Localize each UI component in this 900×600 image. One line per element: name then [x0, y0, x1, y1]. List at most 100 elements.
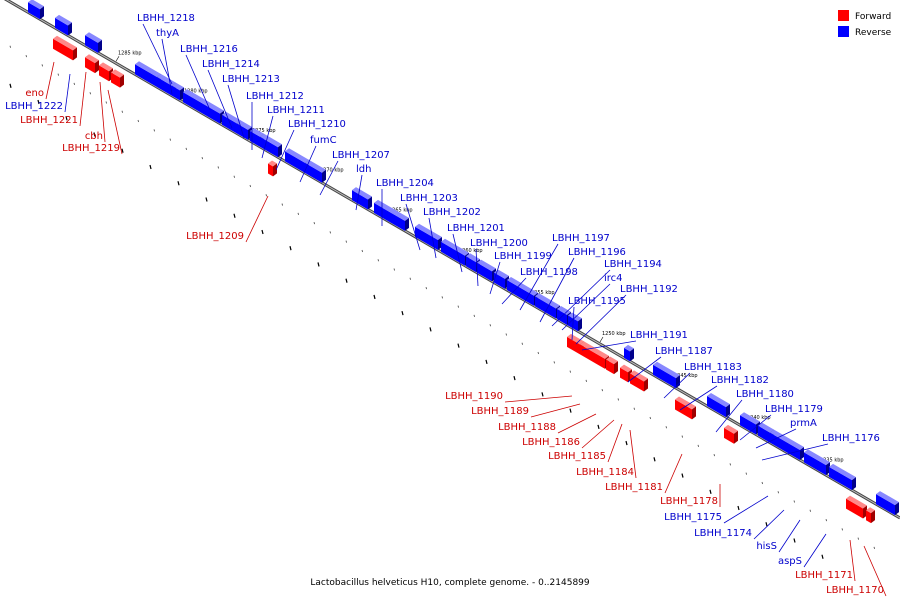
- gene-label-LBHH_1218[interactable]: LBHH_1218: [137, 13, 195, 85]
- gene-label-LBHH_1170[interactable]: LBHH_1170: [826, 545, 887, 597]
- gene-side: [98, 39, 102, 53]
- gene-label-LBHH_1211[interactable]: LBHH_1211: [261, 105, 325, 159]
- gene-label-LBHH_1181[interactable]: LBHH_1181: [605, 453, 683, 494]
- gene-body: [866, 510, 871, 524]
- gene-label-LBHH_1185[interactable]: LBHH_1185: [548, 423, 623, 463]
- gene-label-LBHH_1203[interactable]: LBHH_1203: [400, 193, 458, 251]
- gene-label-LBHH_1178[interactable]: LBHH_1178: [660, 484, 721, 507]
- gene-label-LBHH_1201[interactable]: LBHH_1201: [447, 223, 505, 273]
- reverse-gene-block[interactable]: [829, 463, 856, 491]
- forward-gene-block[interactable]: [85, 54, 99, 74]
- gene-label-irc4[interactable]: irc4: [561, 273, 623, 331]
- scale-dot: [57, 73, 60, 76]
- reverse-gene-block[interactable]: [260, 133, 282, 158]
- gene-label-LBHH_1221[interactable]: LBHH_1221: [20, 71, 87, 127]
- reverse-gene-block[interactable]: [804, 449, 830, 476]
- gene-label-aspS[interactable]: aspS: [778, 533, 827, 568]
- reverse-gene-block[interactable]: [28, 0, 44, 20]
- reverse-gene-block[interactable]: [624, 344, 634, 362]
- gene-label-LBHH_1214[interactable]: LBHH_1214: [202, 59, 260, 129]
- gene-label-LBHH_1189[interactable]: LBHH_1189: [471, 403, 581, 418]
- forward-gene-block[interactable]: [675, 396, 696, 420]
- reverse-gene-block[interactable]: [876, 491, 899, 516]
- leader-line: [863, 545, 887, 597]
- scale-dot: [489, 324, 492, 327]
- gene-label-LBHH_1188[interactable]: LBHH_1188: [498, 413, 597, 434]
- gene-top: [707, 393, 730, 408]
- gene-label-LBHH_1207[interactable]: LBHH_1207: [319, 150, 390, 196]
- reverse-gene-block[interactable]: [374, 199, 409, 231]
- gene-label-LBHH_1202[interactable]: LBHH_1202: [423, 207, 481, 259]
- gene-label-text: thyA: [156, 28, 179, 39]
- scale-dot: [793, 538, 796, 543]
- gene-label-LBHH_1222[interactable]: LBHH_1222: [5, 73, 71, 113]
- gene-label-LBHH_1174[interactable]: LBHH_1174: [694, 509, 785, 540]
- gene-label-LBHH_1190[interactable]: LBHH_1190: [445, 391, 573, 403]
- gene-label-LBHH_1187[interactable]: LBHH_1187: [627, 346, 713, 383]
- gene-label-LBHH_1175[interactable]: LBHH_1175: [664, 495, 769, 524]
- gene-label-LBHH_1186[interactable]: LBHH_1186: [522, 419, 615, 449]
- scale-dot: [105, 101, 108, 104]
- forward-gene-block[interactable]: [99, 62, 113, 82]
- scale-dot: [537, 351, 540, 355]
- gene-label-eno[interactable]: eno: [25, 61, 55, 100]
- reverse-gene-block[interactable]: [55, 14, 72, 36]
- gene-label-LBHH_1196[interactable]: LBHH_1196: [539, 247, 626, 323]
- gene-label-ldh[interactable]: ldh: [355, 164, 371, 211]
- gene-label-thyA[interactable]: thyA: [156, 28, 179, 95]
- reverse-gene-block[interactable]: [85, 32, 102, 53]
- gene-label-LBHH_1171[interactable]: LBHH_1171: [795, 539, 856, 582]
- scale-dot: [665, 426, 668, 429]
- gene-label-LBHH_1192[interactable]: LBHH_1192: [575, 284, 678, 345]
- reverse-gene-block[interactable]: [770, 429, 804, 460]
- leader-line: [627, 356, 662, 383]
- reverse-gene-block[interactable]: [352, 187, 372, 210]
- gene-label-LBHH_1194[interactable]: LBHH_1194: [551, 259, 662, 327]
- gene-label-LBHH_1179[interactable]: LBHH_1179: [739, 404, 823, 441]
- gene-label-LBHH_1180[interactable]: LBHH_1180: [715, 389, 794, 433]
- gene-label-LBHH_1212[interactable]: LBHH_1212: [246, 91, 304, 150]
- gene-body: [250, 131, 260, 147]
- gene-label-text: LBHH_1185: [548, 451, 606, 462]
- gene-side: [273, 163, 277, 177]
- reverse-gene-block[interactable]: [494, 269, 509, 289]
- gene-label-cbh[interactable]: cbh: [85, 81, 106, 143]
- forward-gene-block[interactable]: [620, 364, 632, 383]
- gene-label-LBHH_1216[interactable]: LBHH_1216: [180, 44, 238, 111]
- gene-label-LBHH_1213[interactable]: LBHH_1213: [222, 74, 280, 139]
- gene-label-LBHH_1183[interactable]: LBHH_1183: [663, 362, 742, 399]
- gene-label-fumC[interactable]: fumC: [299, 135, 337, 183]
- gene-label-LBHH_1209[interactable]: LBHH_1209: [186, 195, 269, 243]
- forward-gene-block[interactable]: [846, 495, 867, 519]
- forward-gene-block[interactable]: [268, 160, 277, 177]
- gene-top: [580, 341, 609, 359]
- gene-label-LBHH_1195[interactable]: LBHH_1195: [568, 296, 626, 341]
- forward-gene-block[interactable]: [724, 424, 738, 444]
- forward-gene-block[interactable]: [53, 35, 77, 61]
- gene-label-LBHH_1191[interactable]: LBHH_1191: [581, 330, 688, 351]
- gene-label-LBHH_1182[interactable]: LBHH_1182: [679, 375, 769, 411]
- kbp-tick-label: 1255 kbp: [531, 290, 555, 296]
- scale-dot: [37, 99, 40, 105]
- gene-body: [99, 65, 109, 82]
- gene-label-LBHH_1219[interactable]: LBHH_1219: [62, 89, 123, 155]
- gene-label-hisS[interactable]: hisS: [756, 519, 801, 553]
- gene-label-LBHH_1204[interactable]: LBHH_1204: [376, 178, 434, 226]
- gene-label-LBHH_1200[interactable]: LBHH_1200: [470, 238, 528, 287]
- reverse-gene-block[interactable]: [477, 259, 496, 282]
- gene-label-LBHH_1197[interactable]: LBHH_1197: [519, 233, 610, 311]
- gene-body: [724, 427, 734, 444]
- gene-label-LBHH_1210[interactable]: LBHH_1210: [275, 119, 346, 171]
- forward-gene-block[interactable]: [866, 507, 875, 524]
- gene-label-LBHH_1176[interactable]: LBHH_1176: [761, 433, 880, 461]
- scale-dot: [393, 268, 396, 271]
- gene-label-LBHH_1184[interactable]: LBHH_1184: [576, 429, 637, 479]
- gene-label-prmA[interactable]: prmA: [755, 418, 817, 449]
- reverse-gene-block[interactable]: [305, 159, 326, 183]
- forward-gene-block[interactable]: [606, 356, 618, 375]
- forward-gene-block[interactable]: [111, 69, 124, 88]
- gene-label-LBHH_1199[interactable]: LBHH_1199: [489, 251, 552, 295]
- reverse-gene-block[interactable]: [707, 393, 730, 418]
- gene-label-LBHH_1198[interactable]: LBHH_1198: [501, 267, 578, 305]
- reverse-gene-block[interactable]: [653, 361, 680, 389]
